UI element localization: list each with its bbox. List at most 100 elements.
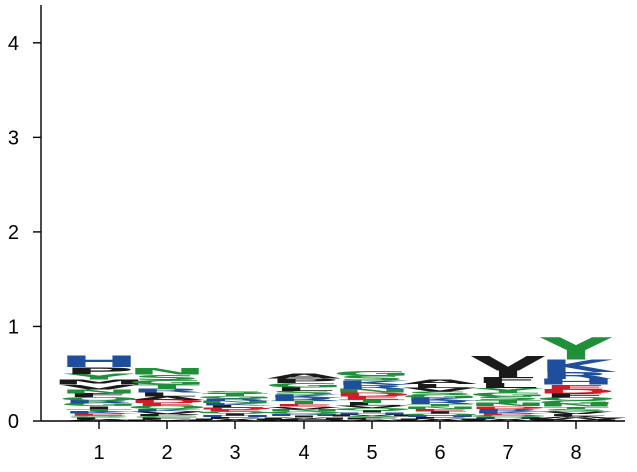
stack-5-letter-Y: Y xyxy=(335,416,409,419)
stack-1-letter-N: N xyxy=(58,388,139,394)
stack-4-letter-H: H xyxy=(263,413,344,416)
stack-5-letter-K: K xyxy=(334,379,413,386)
y-tick-label-1: 1 xyxy=(8,316,19,338)
y-tick-label-0: 0 xyxy=(8,411,19,433)
svg-text:I: I xyxy=(422,411,458,414)
stack-7-letter-T: T xyxy=(475,399,541,404)
svg-text:K: K xyxy=(470,411,549,415)
stack-1-letter-Y: Y xyxy=(62,372,135,381)
stack-6-letter-M: M xyxy=(392,418,489,420)
svg-text:T: T xyxy=(271,400,337,405)
svg-text:E: E xyxy=(134,402,200,407)
stack-7-letter-Q: Q xyxy=(467,415,550,418)
stack-1-letter-M: M xyxy=(51,378,148,386)
svg-text:K: K xyxy=(334,379,413,386)
stack-8-letter-V: V xyxy=(538,411,613,415)
stack-5-letter-T: T xyxy=(339,399,405,404)
axis-layer: 0 1 2 3 4 1 2 3 4 5 6 7 8 xyxy=(8,5,625,464)
stack-3-letter-T: T xyxy=(202,393,268,397)
svg-text:F: F xyxy=(134,418,200,421)
stack-3-letter-H: H xyxy=(194,415,275,418)
stack-6-letter-V: V xyxy=(402,387,477,393)
svg-text:Q: Q xyxy=(331,408,414,412)
stack-4-letter-T: T xyxy=(271,400,337,405)
stack-5-letter-D: D xyxy=(332,392,413,398)
svg-text:G: G xyxy=(400,394,480,399)
stack-2-letter-Q: Q xyxy=(126,405,209,410)
stack-1-letter-G: G xyxy=(59,403,139,408)
svg-text:G: G xyxy=(264,382,344,389)
stack-1-letter-H: H xyxy=(58,353,139,372)
stack-6-letter-K: K xyxy=(402,397,481,402)
svg-text:N: N xyxy=(535,403,616,408)
stack-7-letter-H: H xyxy=(467,417,548,419)
stack-1-letter-A: A xyxy=(61,419,136,422)
svg-text:H: H xyxy=(399,415,480,418)
stack-5-letter-L: L xyxy=(341,402,403,407)
svg-text:P: P xyxy=(268,378,339,385)
svg-text:N: N xyxy=(58,388,139,394)
svg-text:Y: Y xyxy=(335,416,409,419)
stack-1-letter-Q: Q xyxy=(58,396,141,401)
svg-text:A: A xyxy=(538,416,613,419)
svg-text:M: M xyxy=(51,378,148,386)
svg-text:E: E xyxy=(339,395,405,401)
stack-5-letter-G: G xyxy=(332,370,412,378)
svg-text:R: R xyxy=(471,408,546,412)
stack-8-letter-A: A xyxy=(538,416,613,419)
svg-text:R: R xyxy=(539,370,614,381)
svg-text:E: E xyxy=(475,413,541,416)
svg-text:F: F xyxy=(202,417,268,419)
svg-text:G: G xyxy=(468,391,548,397)
stack-6-letter-S: S xyxy=(405,391,475,397)
svg-text:I: I xyxy=(490,369,526,380)
svg-text:Q: Q xyxy=(263,411,346,415)
svg-text:L: L xyxy=(273,386,335,392)
svg-text:R: R xyxy=(62,399,137,404)
svg-text:F: F xyxy=(271,419,337,422)
stack-2-letter-V: V xyxy=(129,411,204,415)
stack-2-letter-T: T xyxy=(134,383,200,390)
stack-8-letter-R: R xyxy=(539,370,614,381)
stack-3-letter-S: S xyxy=(200,390,270,394)
svg-text:Q: Q xyxy=(535,396,618,402)
stack-1-letter-K: K xyxy=(61,411,140,415)
svg-text:G: G xyxy=(332,370,412,378)
stack-8-letter-Y: Y xyxy=(540,331,613,366)
svg-text:Q: Q xyxy=(194,411,277,414)
svg-text:L: L xyxy=(136,392,198,398)
stack-7-letter-L: L xyxy=(477,381,539,389)
stack-4-letter-A: A xyxy=(266,372,341,380)
svg-text:F: F xyxy=(66,392,132,398)
svg-text:E: E xyxy=(543,383,609,391)
stack-2-letter-G: G xyxy=(127,378,207,386)
stack-6-letter-N: N xyxy=(399,406,480,410)
stack-5-letter-Q: Q xyxy=(331,408,414,412)
svg-text:H: H xyxy=(263,413,344,416)
stack-5-letter-H: H xyxy=(331,412,412,415)
svg-text:S: S xyxy=(337,374,407,382)
svg-text:K: K xyxy=(402,397,481,402)
stack-4-letter-M: M xyxy=(256,417,353,420)
stack-7-letter-N: N xyxy=(467,403,548,408)
svg-text:D: D xyxy=(127,399,208,404)
svg-text:K: K xyxy=(129,408,208,412)
svg-text:L: L xyxy=(204,405,266,409)
svg-text:F: F xyxy=(475,376,541,385)
svg-text:R: R xyxy=(335,384,410,390)
x-tick-label-7: 7 xyxy=(502,442,513,464)
svg-text:A: A xyxy=(266,372,341,380)
stack-5-letter-V: V xyxy=(334,405,409,409)
svg-text:N: N xyxy=(331,388,412,394)
stack-6: WMFHQIENTRKGSVLA xyxy=(386,378,493,421)
stack-5-letter-R: R xyxy=(335,384,410,390)
svg-text:K: K xyxy=(61,411,140,415)
stack-2-letter-P: P xyxy=(131,413,202,416)
stack-1-letter-T: T xyxy=(66,408,132,412)
stack-8-letter-H: H xyxy=(535,377,616,386)
stack-1-letter-V: V xyxy=(61,383,136,391)
stack-5-letter-S: S xyxy=(337,374,407,382)
svg-text:Y: Y xyxy=(471,387,544,394)
